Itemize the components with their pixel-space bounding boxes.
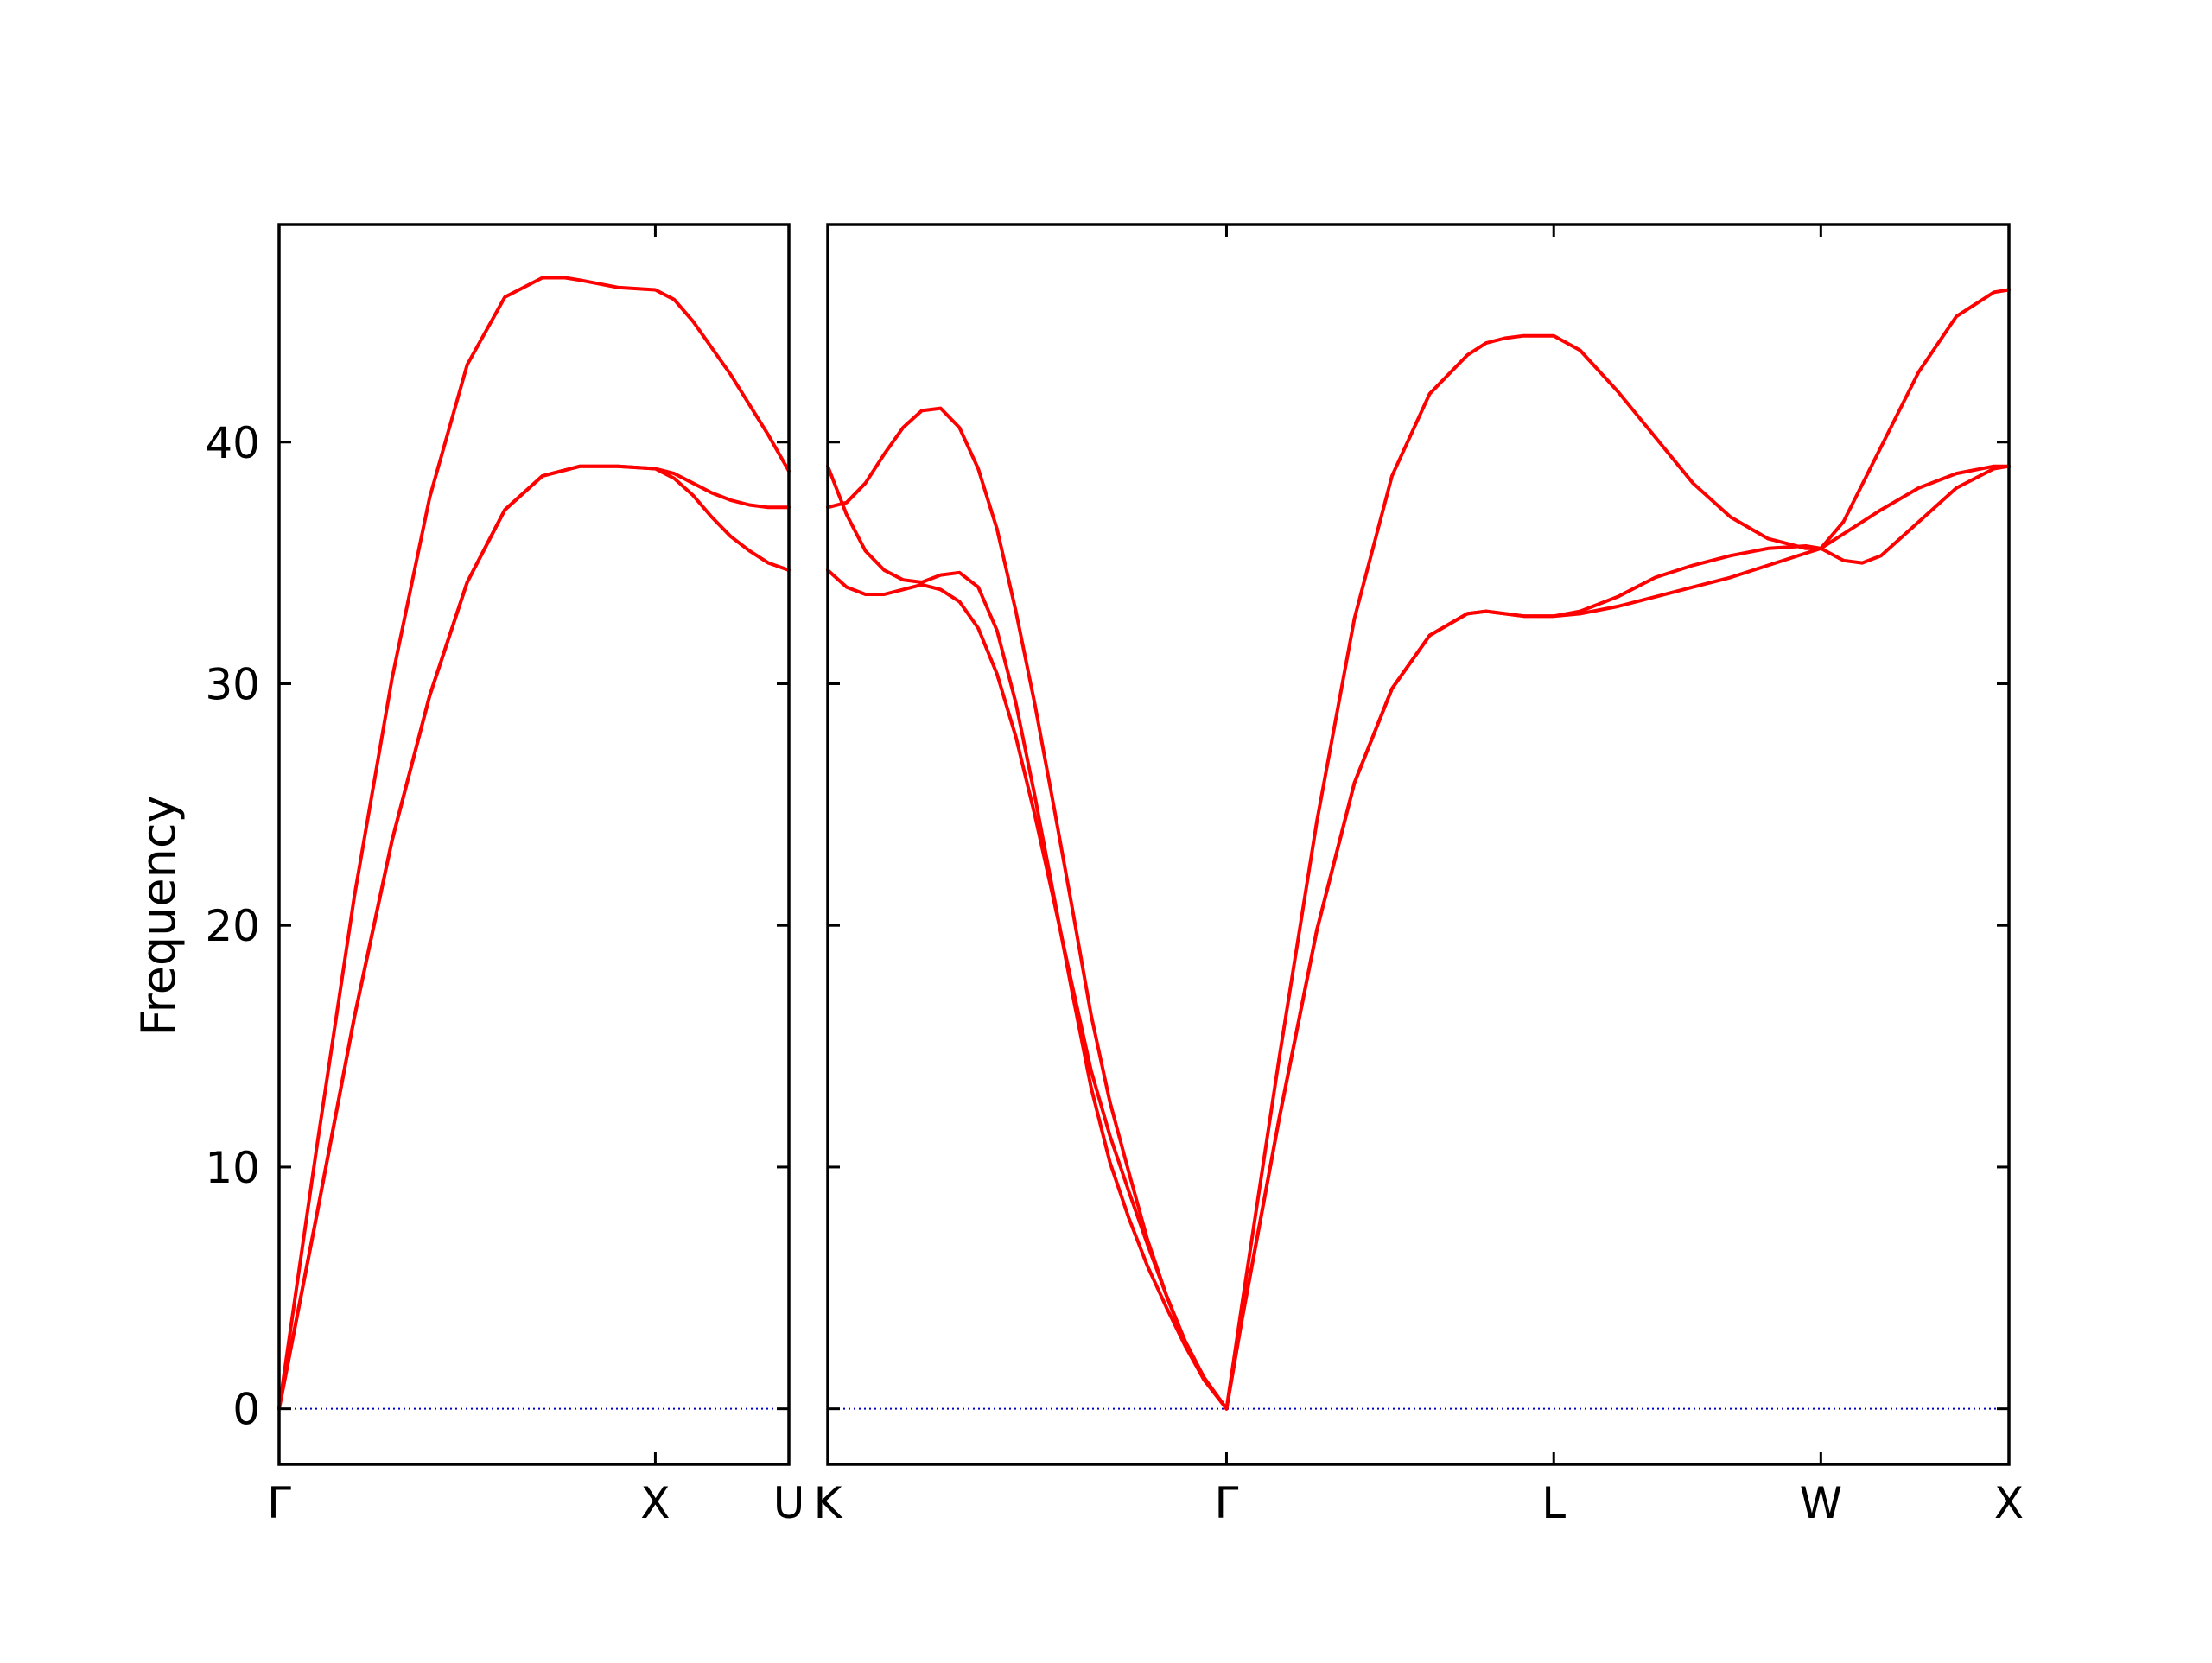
y-tick-label: 0 [232,1385,260,1435]
x-tick-label: X [1994,1478,2024,1528]
band-line-2 [277,464,791,1411]
band-line-3 [826,464,2011,1411]
y-tick-label: 20 [205,901,260,951]
y-tick-label: 40 [205,418,260,468]
band-line-1 [277,276,791,1411]
y-tick-labels: 0 10 20 30 40 [205,418,260,1435]
panel-frame [826,223,2011,1466]
x-tick-label: K [814,1478,843,1528]
band-line-1 [826,288,2011,1411]
x-tick-label: L [1541,1478,1566,1528]
y-axis-label: Frequency [131,796,186,1037]
y-tick-label: 10 [205,1143,260,1193]
x-tick-label: Γ [267,1478,291,1528]
y-tick-label: 30 [205,659,260,709]
band-line-2 [826,464,2011,1411]
x-tick-label: Γ [1215,1478,1239,1528]
x-tick-label: W [1800,1478,1842,1528]
x-tick-label: X [640,1478,670,1528]
panel-frame [277,223,791,1466]
x-tick-label: U [773,1478,805,1528]
band-line-3 [277,464,791,1411]
